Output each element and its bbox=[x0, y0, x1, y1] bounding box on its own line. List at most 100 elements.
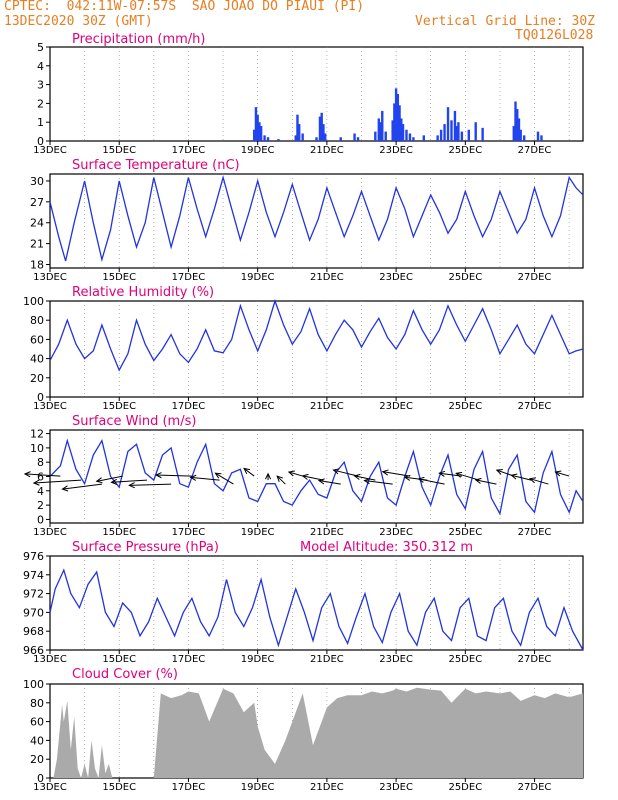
wind-arrow-head bbox=[276, 475, 284, 482]
header-grid-note: Vertical Grid Line: 30Z bbox=[415, 14, 596, 29]
x-tick-label: 13DEC bbox=[33, 272, 67, 283]
y-tick-label: 8 bbox=[37, 456, 44, 469]
x-tick-label: 17DEC bbox=[172, 654, 206, 665]
y-tick-label: 60 bbox=[30, 716, 44, 729]
y-tick-label: 0 bbox=[37, 513, 44, 526]
precip-bar bbox=[446, 107, 450, 141]
x-tick-label: 21DEC bbox=[310, 782, 344, 793]
precip-bar bbox=[396, 94, 400, 141]
x-tick-label: 15DEC bbox=[102, 782, 136, 793]
x-tick-label: 25DEC bbox=[448, 272, 482, 283]
precip-bar bbox=[294, 135, 297, 141]
x-tick-label: 25DEC bbox=[448, 145, 482, 156]
precip-bar bbox=[398, 105, 401, 141]
wind-arrow-head bbox=[455, 471, 463, 478]
x-tick-label: 17DEC bbox=[172, 145, 206, 156]
precip-bar bbox=[443, 124, 446, 141]
x-tick-label: 27DEC bbox=[518, 401, 552, 412]
precip-bar bbox=[517, 118, 521, 141]
y-tick-label: 0 bbox=[37, 772, 44, 785]
precip-bar bbox=[296, 114, 299, 141]
wind-arrow bbox=[475, 479, 497, 485]
y-tick-label: 972 bbox=[23, 588, 44, 601]
y-tick-label: 80 bbox=[30, 697, 44, 710]
wind-arrow-head bbox=[128, 482, 135, 489]
wind-arrow-head bbox=[554, 470, 562, 477]
precip-bar bbox=[339, 137, 342, 141]
y-tick-label: 6 bbox=[37, 471, 44, 484]
y-tick-label: 976 bbox=[23, 550, 44, 563]
precip-bar bbox=[516, 109, 519, 141]
x-tick-label: 17DEC bbox=[172, 401, 206, 412]
precip-bar bbox=[401, 124, 405, 141]
panel-pres: 966 968 970 972 974 976 13DEC 15DEC 17DEC 19DEC 21… bbox=[23, 540, 584, 665]
wind-arrow-head bbox=[317, 478, 325, 485]
panel-precip: 0 1 2 3 4 5 13DEC 15DEC 17DEC 19DEC 21DEC 23DEC 25DE… bbox=[33, 32, 584, 156]
precip-bar bbox=[457, 122, 460, 141]
y-tick-label: 966 bbox=[23, 644, 44, 657]
precip-bar bbox=[460, 131, 464, 141]
precip-bar bbox=[256, 114, 259, 141]
precip-bar bbox=[297, 124, 301, 141]
wind-arrow bbox=[276, 475, 286, 485]
precip-bar bbox=[455, 125, 458, 141]
wind-arrow bbox=[215, 472, 234, 485]
header-model-code: TQ0126L028 bbox=[515, 28, 594, 43]
x-tick-label: 17DEC bbox=[172, 272, 206, 283]
y-tick-label: 3 bbox=[37, 79, 44, 92]
precip-bar bbox=[522, 135, 526, 141]
precip-bar bbox=[258, 122, 261, 141]
precip-bar bbox=[391, 120, 394, 141]
precip-bar bbox=[301, 133, 304, 141]
wind-arrow-head bbox=[510, 473, 518, 480]
wind-arrow bbox=[24, 473, 61, 477]
precip-bar bbox=[266, 137, 270, 141]
precip-bar bbox=[400, 118, 403, 141]
wind-arrow-head bbox=[332, 468, 340, 475]
wind-arrow bbox=[511, 474, 532, 481]
x-tick-label: 27DEC bbox=[518, 272, 552, 283]
x-tick-label: 19DEC bbox=[241, 145, 275, 156]
wind-arrow-head bbox=[23, 471, 31, 478]
wind-arrow-head bbox=[264, 472, 272, 480]
wind-arrow bbox=[62, 483, 102, 490]
wind-arrow-head bbox=[381, 469, 389, 476]
wind-arrow-head bbox=[363, 478, 371, 485]
x-tick-label: 13DEC bbox=[33, 527, 67, 538]
panel-title: Relative Humidity (%) bbox=[72, 285, 214, 300]
wind-arrow-head bbox=[528, 477, 537, 484]
wind-arrow bbox=[333, 469, 359, 477]
wind-arrow-head bbox=[353, 473, 361, 480]
y-tick-label: 10 bbox=[30, 442, 44, 455]
precip-bar bbox=[512, 125, 515, 141]
y-tick-label: 60 bbox=[30, 333, 44, 346]
x-tick-label: 19DEC bbox=[241, 272, 275, 283]
x-tick-label: 19DEC bbox=[241, 654, 275, 665]
precip-bar bbox=[253, 129, 256, 141]
x-tick-label: 21DEC bbox=[310, 401, 344, 412]
panel-title: Cloud Cover (%) bbox=[72, 667, 178, 682]
pres-series-line bbox=[49, 568, 584, 651]
precip-bar bbox=[536, 131, 540, 141]
panel-frame bbox=[49, 429, 584, 524]
x-tick-label: 25DEC bbox=[448, 527, 482, 538]
y-tick-label: 40 bbox=[30, 353, 44, 366]
y-tick-label: 100 bbox=[23, 295, 44, 308]
precip-bar bbox=[412, 137, 415, 141]
precip-bar bbox=[481, 127, 484, 141]
y-tick-label: 0 bbox=[37, 135, 44, 148]
wind-arrow-head bbox=[417, 476, 425, 483]
precip-bar bbox=[377, 118, 380, 141]
y-tick-label: 2 bbox=[37, 97, 44, 110]
y-tick-label: 4 bbox=[37, 60, 44, 73]
wind-arrow-head bbox=[403, 474, 411, 481]
precip-bar bbox=[514, 101, 517, 141]
precip-bar bbox=[323, 133, 327, 141]
y-tick-label: 4 bbox=[37, 485, 44, 498]
precip-bar bbox=[318, 116, 322, 141]
wind-arrow bbox=[33, 479, 82, 484]
precip-bar bbox=[422, 135, 425, 141]
precip-bar bbox=[320, 112, 323, 141]
wind-arrow bbox=[364, 479, 393, 485]
wind-arrow-head bbox=[214, 472, 222, 479]
